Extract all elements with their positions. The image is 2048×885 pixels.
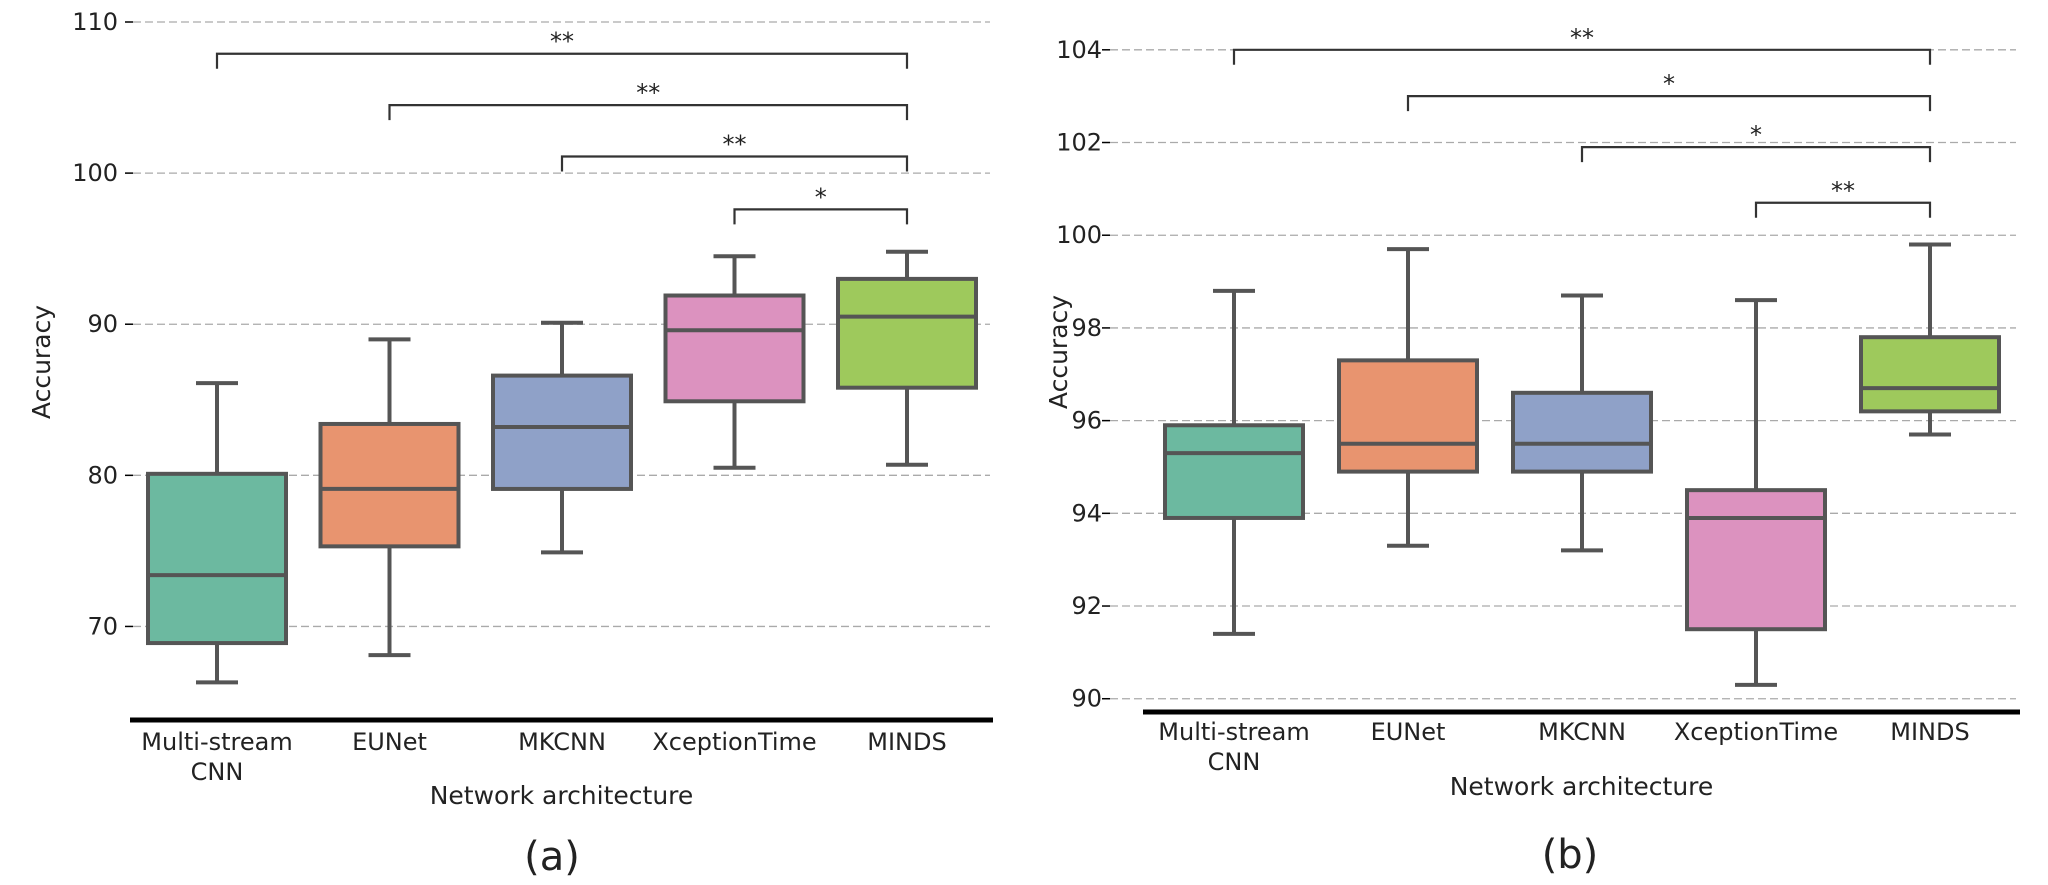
y-tick-label: 100	[72, 159, 118, 187]
x-tick-label: Multi-stream	[141, 728, 292, 756]
bracket-line	[388, 104, 909, 121]
y-tick-label: 104	[1056, 36, 1102, 64]
box-body	[146, 471, 288, 646]
y-tick-label: 90	[87, 310, 118, 338]
x-tick-label: MINDS	[1890, 718, 1969, 746]
box-0	[146, 381, 288, 685]
box-body	[491, 373, 633, 491]
significance-bracket: **	[388, 79, 909, 121]
box-body	[1859, 335, 2001, 414]
y-tick-label: 100	[1056, 221, 1102, 249]
y-tick-label: 96	[1071, 407, 1102, 435]
significance-label: **	[1831, 177, 1855, 205]
y-tick-label: 92	[1071, 592, 1102, 620]
significance-label: *	[1663, 70, 1675, 98]
y-tick-label: 80	[87, 461, 118, 489]
x-tick-label: MINDS	[867, 728, 946, 756]
significance-label: *	[1750, 121, 1762, 149]
y-tick-label: 102	[1056, 129, 1102, 157]
y-tick-label: 94	[1071, 499, 1102, 527]
bracket-line	[560, 155, 909, 172]
box-1	[318, 337, 461, 658]
significance-label: *	[815, 183, 827, 211]
significance-label: **	[636, 79, 660, 107]
bracket-line	[215, 52, 909, 69]
significance-bracket: *	[1406, 70, 1932, 112]
bracket-line	[1406, 95, 1932, 112]
box-0	[1163, 288, 1305, 636]
x-tick-label: CNN	[191, 758, 244, 786]
bracket-line	[1754, 201, 1932, 218]
significance-label: **	[723, 130, 747, 158]
bracket-line	[733, 208, 909, 225]
box-body	[318, 421, 461, 549]
y-axis-title: Accuracy	[27, 305, 56, 419]
box-body	[663, 293, 806, 404]
y-tick-label: 90	[1071, 685, 1102, 713]
y-tick-label: 110	[72, 8, 118, 36]
y-tick-label: 98	[1071, 314, 1102, 342]
box-3	[663, 254, 806, 470]
significance-bracket: *	[733, 183, 909, 225]
bracket-line	[1232, 48, 1932, 65]
box-body	[1337, 358, 1479, 474]
x-tick-label: XceptionTime	[1674, 718, 1838, 746]
y-axis-title: Accuracy	[1044, 295, 1073, 409]
panel-label: (b)	[1542, 832, 1599, 878]
x-tick-label: MKCNN	[1538, 718, 1626, 746]
y-tick-label: 70	[87, 612, 118, 640]
box-2	[1511, 293, 1653, 553]
box-body	[1163, 423, 1305, 520]
x-tick-label: EUNet	[1371, 718, 1446, 746]
box-2	[491, 320, 633, 555]
x-tick-label: Multi-stream	[1158, 718, 1309, 746]
significance-bracket: **	[1754, 177, 1932, 218]
x-tick-label: XceptionTime	[652, 728, 816, 756]
box-1	[1337, 247, 1479, 548]
x-axis-title: Network architecture	[1450, 772, 1714, 801]
bracket-line	[1580, 146, 1932, 163]
significance-label: **	[1570, 24, 1594, 52]
box-4	[1859, 242, 2001, 437]
x-axis-title: Network architecture	[430, 781, 694, 810]
x-tick-label: EUNet	[352, 728, 427, 756]
x-tick-label: CNN	[1208, 748, 1261, 776]
significance-bracket: **	[1232, 24, 1932, 65]
panel-label: (a)	[524, 834, 580, 880]
x-tick-label: MKCNN	[518, 728, 606, 756]
significance-bracket: *	[1580, 121, 1932, 163]
significance-bracket: **	[215, 28, 909, 69]
box-4	[836, 249, 978, 467]
box-body	[1511, 390, 1653, 474]
box-body	[1685, 488, 1827, 632]
box-body	[836, 276, 978, 390]
box-3	[1685, 298, 1827, 687]
significance-label: **	[550, 28, 574, 56]
significance-bracket: **	[560, 130, 909, 172]
